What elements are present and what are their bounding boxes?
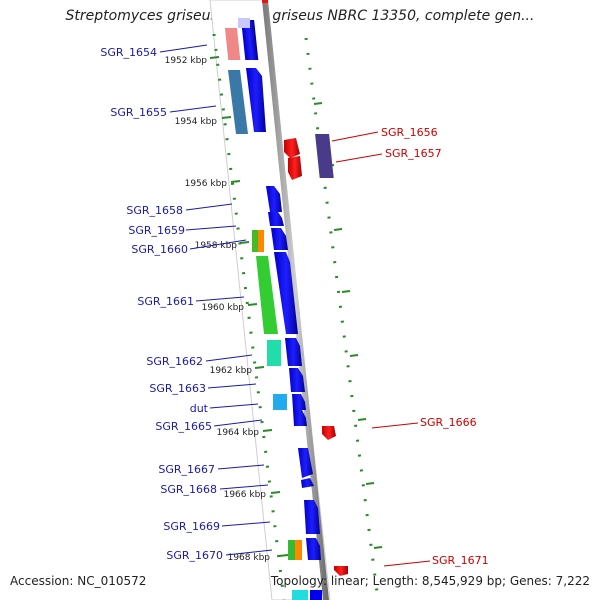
feature-block[interactable] xyxy=(288,540,295,560)
gene-glyph[interactable] xyxy=(306,538,321,560)
feature-block[interactable] xyxy=(238,18,250,28)
gene-glyph[interactable] xyxy=(334,566,348,576)
kbp-ticks xyxy=(209,56,383,557)
gene-label[interactable]: SGR_1655 xyxy=(110,106,167,119)
kbp-label: 1958 kbp xyxy=(195,241,238,251)
feature-block[interactable] xyxy=(273,394,287,410)
left-tick-track xyxy=(212,33,286,600)
gene-label[interactable]: SGR_1656 xyxy=(381,126,438,139)
gene-label[interactable]: SGR_1659 xyxy=(128,224,185,237)
gene-label[interactable]: SGR_1654 xyxy=(100,46,157,59)
gene-label[interactable]: SGR_1658 xyxy=(126,204,183,217)
gene-label[interactable]: SGR_1671 xyxy=(432,554,489,567)
gene-glyph[interactable] xyxy=(246,68,266,132)
gene-glyph[interactable] xyxy=(271,228,288,250)
gene-glyph[interactable] xyxy=(298,448,313,478)
gene-glyph[interactable] xyxy=(322,426,336,440)
feature-block[interactable] xyxy=(295,540,302,560)
kbp-label: 1954 kbp xyxy=(175,117,218,127)
gene-label[interactable]: SGR_1669 xyxy=(163,520,220,533)
colored-features[interactable] xyxy=(224,18,308,600)
topology-summary: Topology: linear; Length: 8,545,929 bp; … xyxy=(270,574,590,588)
gene-label[interactable]: SGR_1666 xyxy=(420,416,477,429)
gene-glyph[interactable] xyxy=(288,156,302,180)
gene-glyph[interactable] xyxy=(292,394,306,410)
gene-glyph[interactable] xyxy=(304,500,320,534)
gene-glyph[interactable] xyxy=(241,20,259,60)
gene-label[interactable]: SGR_1663 xyxy=(149,382,206,395)
kbp-label: 1962 kbp xyxy=(210,366,253,376)
genome-title: Streptomyces griseus subsp. griseus NBRC… xyxy=(65,8,535,24)
feature-block[interactable] xyxy=(292,590,308,600)
gene-label[interactable]: SGR_1665 xyxy=(155,420,212,433)
gene-label[interactable]: SGR_1657 xyxy=(385,147,442,160)
kbp-label: 1952 kbp xyxy=(165,56,208,66)
backbone-track xyxy=(262,0,329,600)
forward-genes[interactable] xyxy=(241,20,322,600)
left-leaders xyxy=(159,44,273,556)
gene-label[interactable]: SGR_1668 xyxy=(160,483,217,496)
kbp-label: 1960 kbp xyxy=(202,303,245,313)
kbp-label: 1964 kbp xyxy=(217,428,260,438)
gene-glyph[interactable] xyxy=(284,138,300,158)
gene-glyph[interactable] xyxy=(310,590,322,600)
gene-label[interactable]: SGR_1667 xyxy=(158,463,215,476)
gene-label[interactable]: SGR_1660 xyxy=(131,243,188,256)
gene-glyph[interactable] xyxy=(301,478,314,488)
feature-block[interactable] xyxy=(267,340,281,366)
gene-glyph[interactable] xyxy=(289,368,305,392)
accession-text: Accession: NC_010572 xyxy=(10,574,147,588)
kbp-label: 1968 kbp xyxy=(228,553,271,563)
left-gene-labels[interactable]: SGR_1654 SGR_1655 SGR_1658 SGR_1659 SGR_… xyxy=(100,46,223,562)
feature-block[interactable] xyxy=(252,230,258,252)
reverse-genes[interactable] xyxy=(262,0,348,576)
gene-glyph[interactable] xyxy=(262,0,268,3)
kbp-label: 1956 kbp xyxy=(185,179,228,189)
gene-label[interactable]: dut xyxy=(190,402,209,415)
gene-label[interactable]: SGR_1670 xyxy=(166,549,223,562)
gene-glyph[interactable] xyxy=(266,186,282,212)
gene-label[interactable]: SGR_1662 xyxy=(146,355,203,368)
right-leaders xyxy=(331,131,431,567)
gene-glyph[interactable] xyxy=(268,212,284,226)
right-gene-labels[interactable]: SGR_1656 SGR_1657 SGR_1666 SGR_1671 xyxy=(381,126,489,567)
gene-glyph[interactable] xyxy=(274,252,298,334)
feature-block[interactable] xyxy=(256,256,278,334)
feature-block[interactable] xyxy=(258,230,264,252)
gene-glyph[interactable] xyxy=(285,338,302,366)
feature-block[interactable] xyxy=(228,70,248,134)
gene-glyph[interactable] xyxy=(315,134,334,178)
kbp-label: 1966 kbp xyxy=(224,490,267,500)
gene-glyph[interactable] xyxy=(293,410,307,426)
feature-block[interactable] xyxy=(224,28,241,60)
gene-label[interactable]: SGR_1661 xyxy=(137,295,194,308)
